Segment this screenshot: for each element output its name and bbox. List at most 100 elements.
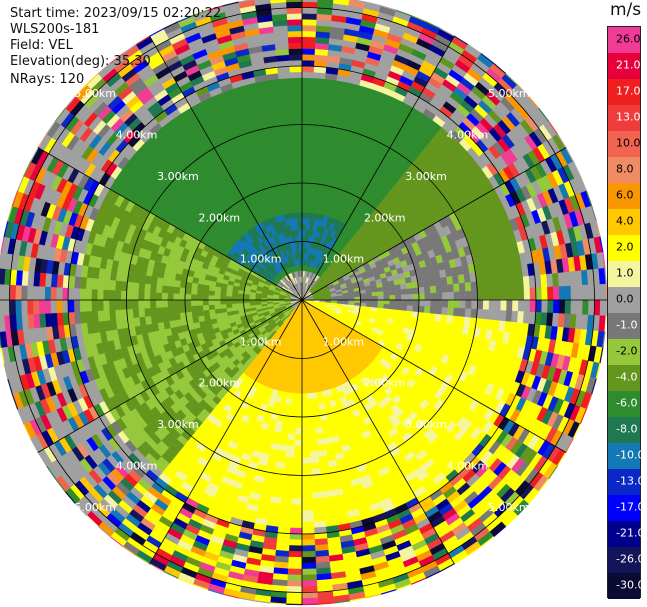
velocity-cell [312,509,325,517]
velocity-cell [15,284,22,301]
velocity-cell [305,369,311,377]
velocity-cell [306,200,313,208]
velocity-cell [558,286,566,301]
velocity-cell [517,288,525,301]
velocity-cell [447,299,455,309]
velocity-cell [523,299,531,313]
velocity-cell [301,440,310,447]
velocity-cell [286,591,303,599]
velocity-cell [354,296,361,301]
velocity-cell [225,303,233,309]
velocity-cell [85,299,92,312]
velocity-cell [307,416,316,423]
velocity-cell [301,176,309,184]
velocity-cell [308,159,317,167]
velocity-cell [309,451,319,458]
velocity-cell [314,171,323,179]
velocity-cell [279,503,292,511]
velocity-cell [428,313,437,322]
velocity-cell [547,286,554,301]
velocity-cell [301,597,319,605]
velocity-cell [208,294,215,301]
velocity-cell [401,294,408,301]
velocity-cell [108,279,117,291]
velocity-cell [301,130,312,137]
velocity-cell [26,299,34,315]
velocity-cell [447,307,455,317]
velocity-cell [306,398,314,406]
velocity-cell [301,521,315,529]
velocity-cell [219,295,227,301]
velocity-cell [301,574,317,582]
velocity-cell [167,278,176,287]
velocity-cell [388,285,396,292]
velocity-cell [301,54,316,61]
velocity-cell [301,77,314,85]
velocity-cell [144,283,151,293]
velocity-cell [301,393,308,400]
velocity-cell [493,309,501,322]
velocity-cell [435,306,443,315]
velocity-cell [412,293,420,301]
velocity-cell [56,286,63,301]
velocity-cell [173,299,180,307]
velocity-cell [464,308,472,318]
velocity-cell [284,456,294,464]
velocity-cell [307,188,314,196]
velocity-cell [412,305,420,313]
velocity-cell [196,294,203,301]
velocity-cell [301,165,310,172]
velocity-cell [288,416,297,423]
velocity-cell [487,309,496,321]
velocity-cell [430,292,437,301]
velocity-cell [308,421,316,429]
velocity-cell [202,304,210,311]
velocity-cell [292,463,303,470]
velocity-cell [312,89,325,97]
velocity-cell [9,299,16,316]
velocity-cell [184,293,192,301]
velocity-cell [161,285,169,294]
velocity-cell [315,432,325,440]
velocity-cell [91,310,99,323]
velocity-cell [301,515,314,523]
velocity-cell [306,381,312,388]
velocity-cell [20,299,28,315]
velocity-cell [301,124,312,131]
velocity-cell [304,352,309,359]
velocity-cell [465,290,472,301]
velocity-cell [292,475,303,482]
velocity-cell [435,285,443,294]
velocity-cell [458,308,466,318]
velocity-cell [196,288,204,296]
velocity-cell [308,171,316,179]
velocity-cell [85,277,93,290]
velocity-cell [301,83,314,90]
velocity-cell [383,304,390,310]
velocity-cell [208,299,215,306]
velocity-cell [395,294,402,301]
velocity-cell [311,101,324,109]
velocity-cell [301,235,306,242]
velocity-cell [287,427,296,435]
velocity-cell [295,404,303,412]
velocity-cell [191,310,199,318]
velocity-cell [301,381,307,388]
velocity-cell [287,574,303,582]
velocity-cell [312,83,325,91]
velocity-cell [310,468,321,476]
velocity-cell [190,305,198,312]
velocity-cell [394,304,402,311]
velocity-cell [512,299,519,312]
velocity-cell [582,284,589,301]
velocity-cell [424,293,431,301]
velocity-cell [102,299,110,311]
velocity-cell [441,284,449,293]
velocity-cell [517,276,525,289]
velocity-cell [114,299,122,311]
velocity-cell [499,278,507,290]
velocity-cell [282,480,293,488]
velocity-cell [430,299,437,308]
velocity-cell [20,285,28,301]
